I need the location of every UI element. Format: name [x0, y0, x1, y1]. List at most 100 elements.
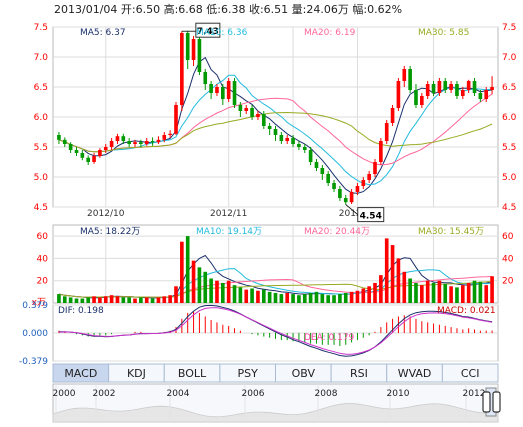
candle[interactable] — [127, 138, 131, 147]
volume-bar[interactable] — [431, 282, 436, 303]
candle[interactable] — [168, 130, 172, 138]
range-navigator[interactable]: 2000 2002 2004 2006 2008 2010 2012 — [52, 383, 501, 423]
candle[interactable] — [144, 138, 149, 146]
candle[interactable] — [115, 133, 120, 144]
volume-bar[interactable] — [168, 295, 172, 303]
volume-bar[interactable] — [209, 278, 213, 303]
candle[interactable] — [86, 155, 91, 165]
volume-bar[interactable] — [226, 280, 231, 303]
volume-bar[interactable] — [302, 294, 307, 303]
candle[interactable] — [460, 87, 465, 99]
volume-bar[interactable] — [466, 282, 471, 303]
candle[interactable] — [68, 142, 73, 153]
volume-bar[interactable] — [238, 287, 243, 303]
volume-bar[interactable] — [355, 290, 360, 303]
candle[interactable] — [162, 132, 167, 143]
volume-bar[interactable] — [361, 288, 366, 303]
volume-bar[interactable] — [332, 295, 336, 303]
macd-panel[interactable]: 0.379 0.000 -0.379 DIF: 0.198 DEA: 0.179 M… — [19, 301, 499, 367]
volume-bar[interactable] — [267, 291, 272, 303]
volume-bar[interactable] — [460, 285, 465, 303]
volume-bar[interactable] — [379, 275, 383, 303]
volume-bar[interactable] — [62, 296, 67, 303]
candle[interactable] — [285, 135, 290, 144]
candle[interactable] — [180, 31, 184, 111]
volume-bar[interactable] — [484, 285, 489, 303]
tab-psy[interactable]: PSY — [219, 363, 276, 383]
candle[interactable] — [133, 139, 137, 147]
candle[interactable] — [308, 147, 313, 165]
candle[interactable] — [238, 102, 243, 117]
candle[interactable] — [326, 171, 330, 186]
candle[interactable] — [349, 189, 354, 204]
volume-bar[interactable] — [261, 289, 266, 303]
volume-bar[interactable] — [162, 296, 167, 303]
volume-bar[interactable] — [396, 258, 401, 303]
volume-bar[interactable] — [144, 297, 149, 303]
candle[interactable] — [390, 105, 395, 126]
volume-bar[interactable] — [174, 286, 178, 303]
candle[interactable] — [455, 81, 459, 99]
volume-bar[interactable] — [68, 297, 73, 303]
candle[interactable] — [396, 78, 401, 111]
candle[interactable] — [197, 36, 202, 75]
candle[interactable] — [384, 120, 389, 144]
candle[interactable] — [279, 132, 284, 144]
volume-bar[interactable] — [414, 282, 418, 303]
volume-bar[interactable] — [273, 292, 278, 303]
volume-bar[interactable] — [373, 282, 377, 303]
candle[interactable] — [109, 138, 114, 150]
candle[interactable] — [314, 159, 319, 171]
volume-bar[interactable] — [443, 284, 448, 303]
volume-bar[interactable] — [408, 278, 412, 303]
candle[interactable] — [174, 102, 178, 135]
price-panel[interactable]: 7.5 7.57.0 7.06.5 6.56.0 6.05.5 5.55.0 5.04.5 4… — [34, 22, 517, 223]
volume-bar[interactable] — [256, 290, 260, 303]
candle[interactable] — [74, 147, 79, 156]
volume-bar[interactable] — [244, 289, 249, 303]
volume-bar[interactable] — [326, 295, 330, 303]
volume-bar[interactable] — [402, 271, 407, 303]
candle[interactable] — [57, 132, 61, 144]
volume-bar[interactable] — [349, 291, 354, 303]
candle[interactable] — [490, 76, 494, 95]
candle[interactable] — [185, 31, 190, 69]
candle[interactable] — [232, 78, 237, 108]
tab-rsi[interactable]: RSI — [330, 363, 388, 383]
candle[interactable] — [355, 183, 360, 195]
candle[interactable] — [209, 81, 213, 99]
volume-bar[interactable] — [180, 241, 184, 303]
volume-bar[interactable] — [127, 297, 131, 303]
candle[interactable] — [379, 138, 383, 165]
candle[interactable] — [215, 84, 219, 96]
candle[interactable] — [338, 186, 342, 201]
candle[interactable] — [156, 136, 161, 144]
candle[interactable] — [191, 36, 196, 66]
tab-macd[interactable]: MACD — [52, 363, 110, 383]
candle[interactable] — [472, 78, 477, 96]
volume-bar[interactable] — [86, 297, 91, 303]
volume-bar[interactable] — [449, 286, 453, 303]
volume-bar[interactable] — [92, 296, 96, 303]
volume-bar[interactable] — [279, 294, 284, 303]
candle[interactable] — [80, 150, 85, 161]
volume-bar[interactable] — [390, 245, 395, 303]
volume-panel[interactable]: 60 60 40 40 20 20 MA5: 18.22万 MA10: 19.14万 MA… — [32, 224, 514, 308]
volume-bar[interactable] — [150, 298, 155, 303]
candle[interactable] — [431, 81, 436, 96]
volume-bar[interactable] — [115, 296, 120, 303]
candle[interactable] — [320, 165, 325, 180]
navigator-left-handle[interactable] — [482, 391, 491, 413]
candle[interactable] — [466, 79, 471, 93]
candle[interactable] — [449, 81, 453, 93]
volume-bar[interactable] — [478, 281, 483, 303]
volume-bar[interactable] — [156, 297, 161, 303]
candle[interactable] — [361, 177, 366, 189]
volume-bar[interactable] — [420, 285, 424, 303]
candle[interactable] — [103, 144, 108, 153]
volume-bar[interactable] — [197, 267, 202, 303]
candle[interactable] — [443, 78, 448, 93]
volume-bar[interactable] — [109, 295, 114, 303]
candle[interactable] — [139, 139, 143, 147]
candle[interactable] — [408, 66, 412, 93]
